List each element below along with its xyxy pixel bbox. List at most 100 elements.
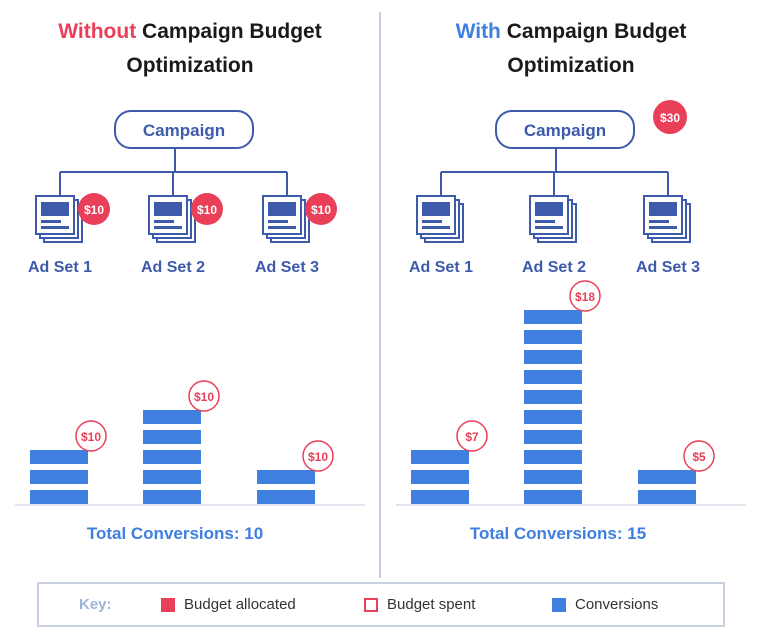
budget-spent-badge [75, 420, 107, 452]
ad-set-budget-badge-text: $10 [84, 203, 104, 217]
ad-set-stack-icon [416, 195, 464, 243]
panel-title: Without Campaign Budget Optimization [0, 15, 380, 83]
conversion-bar-segment [524, 310, 582, 324]
filled-blue-swatch-icon [552, 597, 566, 612]
campaign-label: Campaign [143, 121, 225, 140]
page-line [41, 220, 61, 223]
ad-set-stack-icon [643, 195, 691, 243]
ad-set-label: Ad Set 2 [141, 259, 205, 276]
title-line-2: Optimization [507, 54, 635, 77]
budget-spent-badge-text: $10 [81, 430, 101, 444]
conversion-bar-segment [411, 450, 469, 464]
title-accent: With [455, 20, 501, 43]
campaign-box [495, 110, 635, 149]
budget-spent-badge [569, 280, 601, 312]
conversion-bar-segment [524, 410, 582, 424]
conversion-bar-segment [143, 470, 201, 484]
page-line [649, 220, 669, 223]
budget-spent-badge [683, 440, 715, 472]
key-budget-allocated: Budget allocated [161, 596, 296, 613]
legend-key: Key: Budget allocated Budget spent Conve… [37, 582, 725, 627]
page-line [649, 226, 677, 229]
total-conversions: Total Conversions: 10 [86, 524, 264, 543]
budget-spent-badge-text: $7 [465, 430, 479, 444]
campaign-budget-badge [653, 100, 687, 134]
campaign-budget-badge-text: $30 [660, 111, 680, 125]
conversion-bar-segment [257, 470, 315, 484]
budget-spent-badge [456, 420, 488, 452]
page-line [535, 220, 555, 223]
conversion-bar-segment [30, 470, 88, 484]
page-line [535, 226, 563, 229]
page-line [268, 226, 296, 229]
page-image [649, 202, 677, 216]
campaign-label: Campaign [524, 121, 606, 140]
panel-without-cbo: Without Campaign Budget Optimization Cam… [0, 0, 380, 580]
conversion-bar-segment [638, 470, 696, 484]
filled-red-swatch-icon [161, 597, 175, 612]
budget-spent-badge-text: $5 [692, 450, 706, 464]
page-line [41, 226, 69, 229]
conversion-bar-segment [524, 430, 582, 444]
conversion-bar-segment [524, 470, 582, 484]
conversion-bar-segment [143, 430, 201, 444]
conversion-bar-segment [524, 450, 582, 464]
key-conversions: Conversions [552, 596, 658, 613]
conversion-bar-segment [143, 490, 201, 504]
title-line-2: Optimization [126, 54, 254, 77]
diagram-with-cbo: Campaign $30 Ad Set 1 Ad Set 2 Ad Set 3 $7 $18… [396, 100, 746, 506]
page-image [535, 202, 563, 216]
panel-divider [379, 12, 381, 578]
conversion-bar-segment [30, 490, 88, 504]
conversion-bar-segment [30, 450, 88, 464]
conversion-bar-segment [143, 450, 201, 464]
ad-set-stack-icon [35, 195, 83, 243]
ad-set-label: Ad Set 3 [255, 259, 319, 276]
page-line [422, 220, 442, 223]
conversion-bar-segment [524, 490, 582, 504]
budget-spent-badge-text: $10 [194, 390, 214, 404]
panel-with-cbo: With Campaign Budget Optimization Campai… [381, 0, 761, 580]
budget-spent-badge [188, 380, 220, 412]
conversion-bar-segment [524, 370, 582, 384]
ad-set-stack-icon [262, 195, 310, 243]
ad-set-label: Ad Set 2 [522, 259, 586, 276]
conversion-bar-segment [257, 490, 315, 504]
budget-spent-badge-text: $10 [308, 450, 328, 464]
ad-set-budget-badge [191, 193, 223, 225]
conversion-bar-segment [524, 330, 582, 344]
title-rest: Campaign Budget [136, 20, 322, 43]
budget-spent-badge [302, 440, 334, 472]
conversion-bar-segment [411, 490, 469, 504]
page-line [422, 226, 450, 229]
diagram-without-cbo: Campaign $10 Ad Set 1 $10 Ad Set 2 $10 Ad Set … [15, 110, 365, 506]
title-rest: Campaign Budget [500, 20, 687, 43]
ad-set-stack-icon [148, 195, 196, 243]
conversion-bar-segment [411, 470, 469, 484]
ad-set-label: Ad Set 1 [409, 259, 473, 276]
ad-set-budget-badge-text: $10 [197, 203, 217, 217]
ad-set-label: Ad Set 1 [28, 259, 92, 276]
key-budget-spent: Budget spent [364, 596, 475, 613]
conversion-bar-segment [524, 390, 582, 404]
campaign-box [114, 110, 254, 149]
ad-set-budget-badge-text: $10 [311, 203, 331, 217]
page-line [154, 226, 182, 229]
conversion-bar-segment [143, 410, 201, 424]
outlined-red-swatch-icon [364, 597, 378, 612]
panel-title: With Campaign Budget Optimization [381, 15, 761, 83]
ad-set-budget-badge [78, 193, 110, 225]
conversion-bar-segment [638, 490, 696, 504]
page-image [41, 202, 69, 216]
ad-set-stack-icon [529, 195, 577, 243]
title-accent: Without [58, 20, 137, 43]
page-image [154, 202, 182, 216]
key-label: Key: [79, 596, 112, 613]
ad-set-budget-badge [305, 193, 337, 225]
conversion-bar-segment [524, 350, 582, 364]
page-image [422, 202, 450, 216]
page-line [268, 220, 288, 223]
total-conversions: Total Conversions: 15 [469, 524, 647, 543]
budget-spent-badge-text: $18 [575, 290, 595, 304]
ad-set-label: Ad Set 3 [636, 259, 700, 276]
